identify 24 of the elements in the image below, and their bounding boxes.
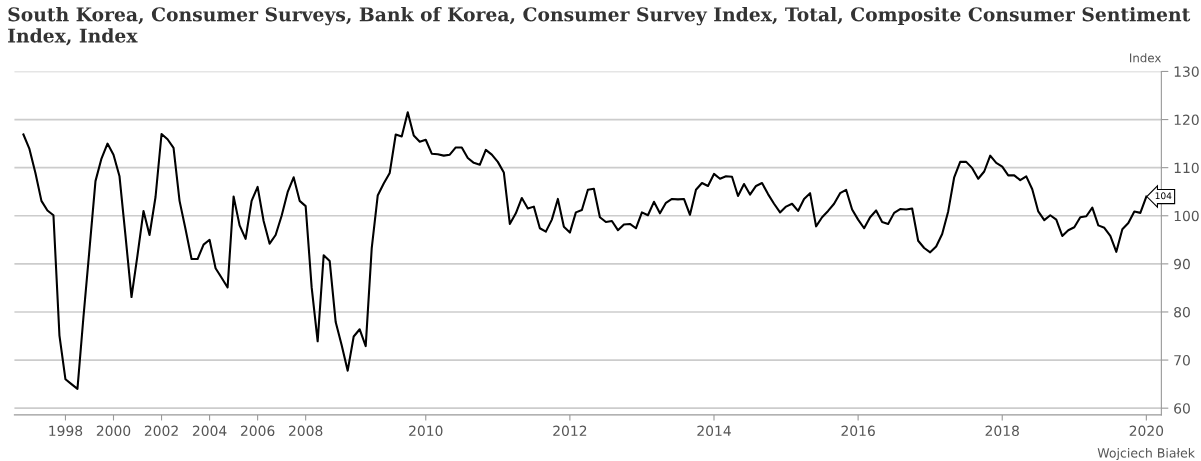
y-tick-label: 100: [1174, 210, 1199, 222]
data-label: 104: [1155, 192, 1172, 200]
y-axis-title: Index: [1130, 53, 1161, 63]
x-tick-label: 2018: [985, 425, 1019, 437]
y-tick-label: 110: [1174, 162, 1199, 174]
x-tick-label: 2014: [697, 425, 731, 437]
x-tick-label: 2012: [553, 425, 587, 437]
y-tick-label: 60: [1174, 403, 1190, 414]
x-tick-label: 2016: [841, 425, 875, 437]
x-tick-label: 2008: [289, 425, 323, 437]
y-tick-label: 120: [1174, 114, 1199, 126]
x-tick-label: 2004: [192, 425, 227, 437]
x-tick-label: 2006: [240, 425, 275, 437]
chart-title: South Korea, Consumer Surveys, Bank of Korea, Consumer Survey Index, Total, Composite Consumer Sentiment Index, Index: [8, 6, 1191, 46]
y-tick-label: 80: [1174, 306, 1190, 318]
y-tick-label: 70: [1174, 355, 1190, 366]
x-tick-label: 2020: [1129, 425, 1164, 437]
x-tick-label: 1998: [49, 425, 83, 437]
y-tick-label: 130: [1174, 66, 1199, 77]
x-tick-label: 2002: [144, 425, 178, 437]
text: Wojciech Białek: [1097, 447, 1195, 461]
x-tick-label: 2010: [409, 425, 443, 437]
x-tick-label: 2000: [96, 425, 131, 437]
y-tick-label: 90: [1174, 258, 1190, 270]
